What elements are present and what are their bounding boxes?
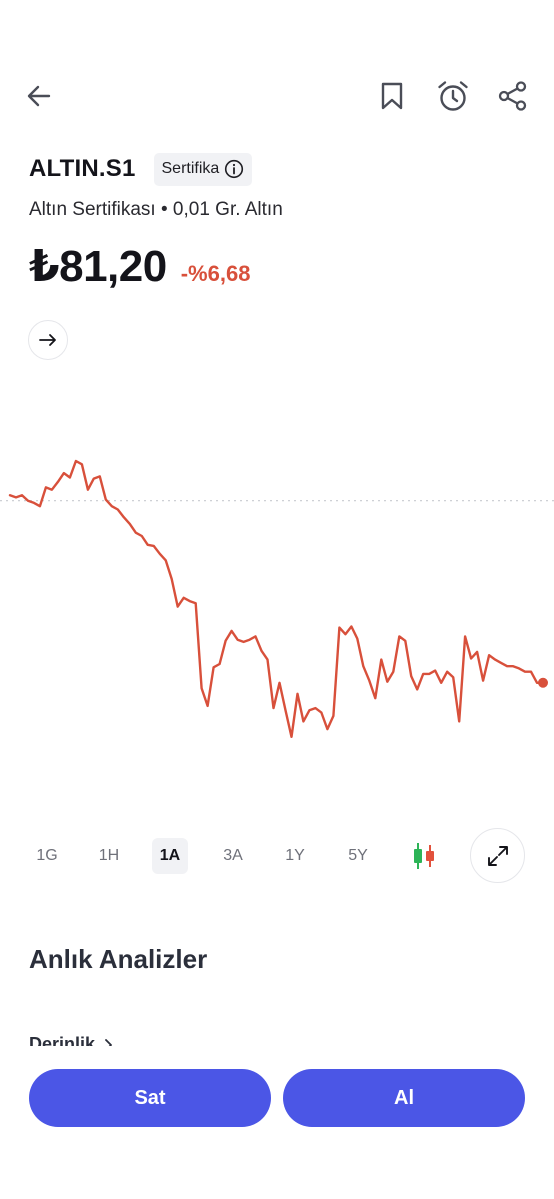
badge-label: Sertifika [161,160,220,177]
ticker-symbol: ALTIN.S1 [29,155,136,182]
bookmark-button[interactable] [372,76,412,116]
details-button[interactable] [28,320,68,360]
sell-button[interactable]: Sat [29,1069,271,1127]
range-selector: 1G 1H 1A 3A 1Y 5Y [0,836,554,876]
instrument-header: ALTIN.S1 Sertifika Altın Sertifikası • 0… [29,152,529,292]
range-3a[interactable]: 3A [223,847,243,864]
info-icon[interactable] [224,159,244,179]
title-row: ALTIN.S1 Sertifika [29,152,529,186]
bookmark-icon [381,82,403,110]
alarm-clock-icon [438,81,468,111]
expand-chart-button[interactable] [470,828,525,883]
last-price: ₺81,20 [29,242,167,291]
range-1a[interactable]: 1A [152,838,188,874]
last-price-marker [538,677,548,688]
price-change: -%6,68 [180,261,251,286]
range-1g[interactable]: 1G [36,847,58,864]
chevron-right-icon [105,1038,112,1046]
top-bar [0,76,554,120]
candlestick-icon [414,843,434,869]
certificate-badge[interactable]: Sertifika [153,152,253,186]
share-icon [498,81,527,111]
arrow-left-icon [27,85,51,107]
series-line [8,459,545,738]
candlestick-toggle[interactable] [406,838,442,874]
expand-icon [487,845,508,866]
range-5y[interactable]: 5Y [348,847,368,864]
back-button[interactable] [19,76,59,116]
depth-link-label: Derinlik [29,1034,96,1046]
depth-link[interactable]: Derinlik [29,1034,115,1046]
range-1y[interactable]: 1Y [285,847,305,864]
range-1h[interactable]: 1H [98,847,120,864]
price-row: ₺81,20 -%6,68 [29,241,529,292]
share-button[interactable] [493,76,533,116]
section-title: Anlık Analizler [29,944,208,974]
alarm-button[interactable] [433,76,473,116]
arrow-right-icon [39,334,56,346]
buy-button[interactable]: Al [283,1069,525,1127]
price-chart[interactable] [0,430,554,780]
instrument-subtitle: Altın Sertifikası • 0,01 Gr. Altın [29,199,283,220]
